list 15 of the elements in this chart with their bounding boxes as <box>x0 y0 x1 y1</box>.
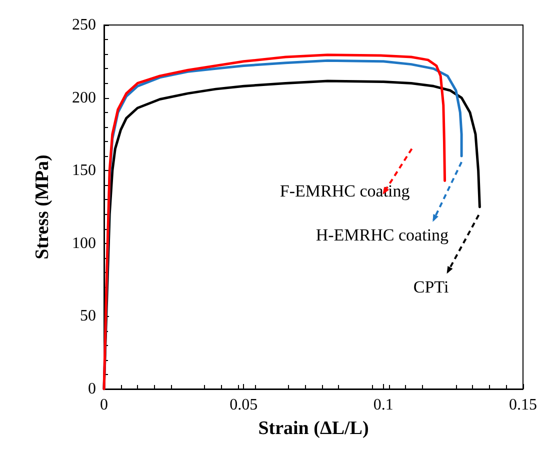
x-tick-label: 0.15 <box>509 396 537 414</box>
y-tick-label: 250 <box>72 16 96 34</box>
y-tick-label: 0 <box>88 380 96 398</box>
y-axis-title: Stress (MPa) <box>32 154 53 260</box>
y-tick-label: 100 <box>72 234 96 252</box>
x-tick-label: 0.1 <box>373 396 394 414</box>
legend-label: H-EMRHC coating <box>316 226 450 245</box>
x-tick-label: 0 <box>100 396 108 414</box>
x-axis-title: Strain (ΔL/L) <box>258 418 369 439</box>
y-tick-label: 200 <box>72 89 96 106</box>
x-tick-label: 0.05 <box>230 396 258 414</box>
y-tick-label: 50 <box>80 308 96 325</box>
y-tick-label: 150 <box>72 162 96 180</box>
legend-label: CPTi <box>413 278 449 296</box>
text: F-EMRHC coating <box>280 181 410 200</box>
